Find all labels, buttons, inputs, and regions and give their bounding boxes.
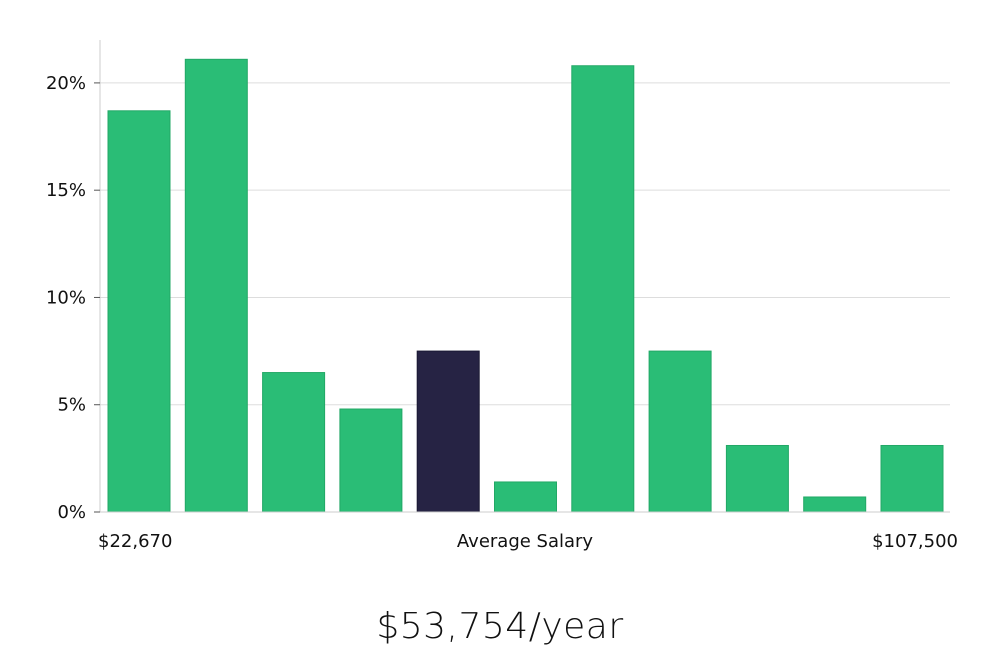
x-min-label: $22,670 [98,531,172,552]
y-tick-label: 15% [46,180,86,201]
bar [648,350,712,513]
chart-canvas: 0% 5% 10% 15% 20% $22,670 Average Salary $10… [46,40,958,552]
bar [725,444,789,513]
average-salary-caption: $53,754/year [376,606,624,647]
bar [880,444,944,513]
y-tick-label: 5% [57,395,86,416]
bars [107,58,944,513]
bar [571,65,635,513]
bar-average-salary [416,350,480,513]
bar [107,110,171,513]
bar [262,372,326,513]
x-max-label: $107,500 [872,531,958,552]
y-tick-label: 10% [46,287,86,308]
axes [99,40,950,513]
bar [803,496,867,513]
bar [184,58,248,513]
bar [494,481,557,513]
bar [339,408,403,513]
y-tick-label: 20% [46,73,86,94]
y-tick-labels: 0% 5% 10% 15% 20% [46,73,100,523]
x-center-label: Average Salary [457,531,594,552]
y-tick-label: 0% [57,502,86,523]
